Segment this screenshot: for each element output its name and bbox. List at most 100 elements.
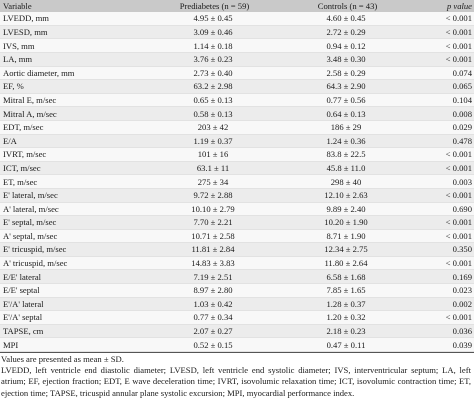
- cell-prediabetes: 8.97 ± 2.80: [148, 283, 278, 298]
- table-row: E'/A' septal 0.77 ± 0.34 1.20 ± 0.32 < 0.00…: [0, 310, 474, 325]
- table-row: MPI 0.52 ± 0.15 0.47 ± 0.11 0.039: [0, 337, 474, 353]
- table-row: E/E' septal 8.97 ± 2.80 7.85 ± 1.65 0.023: [0, 283, 474, 298]
- cell-controls: 6.58 ± 1.68: [278, 269, 414, 285]
- cell-prediabetes: 63.2 ± 2.98: [148, 79, 278, 94]
- cell-p-value: < 0.001: [414, 52, 474, 67]
- cell-p-value: 0.169: [414, 269, 474, 285]
- cell-prediabetes: 203 ± 42: [148, 120, 278, 135]
- cell-controls: 0.94 ± 0.12: [278, 38, 414, 53]
- cell-prediabetes: 3.76 ± 0.23: [148, 52, 278, 67]
- cell-prediabetes: 10.71 ± 2.58: [148, 229, 278, 244]
- cell-variable: LVESD, mm: [0, 25, 148, 40]
- table-row: ICT, m/sec 63.1 ± 11 45.8 ± 11.0 < 0.001: [0, 161, 474, 176]
- cell-variable: E/E' septal: [0, 283, 148, 298]
- cell-variable: E/E' lateral: [0, 269, 148, 285]
- table-row: TAPSE, cm 2.07 ± 0.27 2.18 ± 0.23 0.036: [0, 324, 474, 339]
- table-row: IVS, mm 1.14 ± 0.18 0.94 ± 0.12 < 0.001: [0, 38, 474, 53]
- cell-prediabetes: 10.10 ± 2.79: [148, 202, 278, 217]
- cell-variable: IVS, mm: [0, 38, 148, 53]
- cell-prediabetes: 9.72 ± 2.88: [148, 188, 278, 203]
- cell-variable: Mitral A, m/sec: [0, 106, 148, 121]
- cell-variable: Mitral E, m/sec: [0, 93, 148, 108]
- cell-variable: LA, mm: [0, 52, 148, 67]
- table-row: Aortic diameter, mm 2.73 ± 0.40 2.58 ± 0.2…: [0, 66, 474, 81]
- table-header: Variable Prediabetes (n = 59) Controls (…: [0, 0, 474, 13]
- cell-prediabetes: 275 ± 34: [148, 174, 278, 189]
- cell-variable: Aortic diameter, mm: [0, 66, 148, 81]
- cell-p-value: < 0.001: [414, 25, 474, 40]
- cell-p-value: 0.065: [414, 79, 474, 94]
- cell-p-value: < 0.001: [414, 215, 474, 230]
- cell-variable: IVRT, m/sec: [0, 147, 148, 162]
- cell-controls: 2.18 ± 0.23: [278, 324, 414, 339]
- cell-variable: A' lateral, m/sec: [0, 202, 148, 217]
- header-p-value: p value: [446, 1, 472, 11]
- cell-prediabetes: 7.19 ± 2.51: [148, 269, 278, 285]
- table-row: A' septal, m/sec 10.71 ± 2.58 8.71 ± 1.90 <…: [0, 229, 474, 244]
- cell-prediabetes: 3.09 ± 0.46: [148, 25, 278, 40]
- cell-controls: 298 ± 40: [278, 174, 414, 189]
- cell-controls: 45.8 ± 11.0: [278, 161, 414, 176]
- table-row: E' lateral, m/sec 9.72 ± 2.88 12.10 ± 2.63…: [0, 188, 474, 203]
- cell-controls: 2.72 ± 0.29: [278, 25, 414, 40]
- table-footnotes: Values are presented as mean ± SD. LVEDD…: [0, 352, 474, 399]
- header-row: Variable Prediabetes (n = 59) Controls (…: [0, 0, 474, 13]
- table-row: LVEDD, mm 4.95 ± 0.45 4.60 ± 0.45 < 0.001: [0, 12, 474, 26]
- cell-p-value: 0.023: [414, 283, 474, 298]
- cell-p-value: 0.008: [414, 106, 474, 121]
- cell-variable: MPI: [0, 337, 148, 353]
- cell-controls: 186 ± 29: [278, 120, 414, 135]
- cell-p-value: 0.074: [414, 66, 474, 81]
- table-body: LVEDD, mm 4.95 ± 0.45 4.60 ± 0.45 < 0.001 LV…: [0, 12, 474, 353]
- cell-controls: 9.89 ± 2.40: [278, 202, 414, 217]
- cell-prediabetes: 14.83 ± 3.83: [148, 256, 278, 271]
- table-row: Mitral A, m/sec 0.58 ± 0.13 0.64 ± 0.13 0.0…: [0, 106, 474, 121]
- cell-controls: 7.85 ± 1.65: [278, 283, 414, 298]
- cell-p-value: < 0.001: [414, 310, 474, 325]
- header-controls: Controls (n = 43): [317, 1, 378, 11]
- table-row: EDT, m/sec 203 ± 42 186 ± 29 0.029: [0, 120, 474, 135]
- cell-controls: 10.20 ± 1.90: [278, 215, 414, 230]
- cell-variable: EDT, m/sec: [0, 120, 148, 135]
- cell-prediabetes: 0.52 ± 0.15: [148, 337, 278, 353]
- cell-prediabetes: 0.58 ± 0.13: [148, 106, 278, 121]
- cell-p-value: 0.036: [414, 324, 474, 339]
- cell-p-value: 0.478: [414, 134, 474, 149]
- cell-variable: A' tricuspid, m/sec: [0, 256, 148, 271]
- cell-controls: 11.80 ± 2.64: [278, 256, 414, 271]
- cell-variable: E' tricuspid, m/sec: [0, 242, 148, 257]
- results-table-figure: Variable Prediabetes (n = 59) Controls (…: [0, 0, 474, 399]
- cell-controls: 1.20 ± 0.32: [278, 310, 414, 325]
- cell-prediabetes: 0.77 ± 0.34: [148, 310, 278, 325]
- cell-p-value: 0.350: [414, 242, 474, 257]
- cell-variable: E' septal, m/sec: [0, 215, 148, 230]
- cell-controls: 4.60 ± 0.45: [278, 12, 414, 26]
- cell-p-value: 0.039: [414, 337, 474, 353]
- cell-controls: 83.8 ± 22.5: [278, 147, 414, 162]
- cell-p-value: 0.002: [414, 297, 474, 312]
- cell-variable: ET, m/sec: [0, 174, 148, 189]
- cell-p-value: < 0.001: [414, 229, 474, 244]
- header-variable: Variable: [3, 1, 32, 11]
- cell-controls: 8.71 ± 1.90: [278, 229, 414, 244]
- cell-variable: E' lateral, m/sec: [0, 188, 148, 203]
- cell-controls: 0.64 ± 0.13: [278, 106, 414, 121]
- cell-variable: TAPSE, cm: [0, 324, 148, 339]
- table-row: IVRT, m/sec 101 ± 16 83.8 ± 22.5 < 0.001: [0, 147, 474, 162]
- cell-p-value: < 0.001: [414, 188, 474, 203]
- cell-prediabetes: 2.07 ± 0.27: [148, 324, 278, 339]
- cell-prediabetes: 1.19 ± 0.37: [148, 134, 278, 149]
- cell-p-value: < 0.001: [414, 12, 474, 26]
- cell-p-value: < 0.001: [414, 161, 474, 176]
- cell-p-value: 0.003: [414, 174, 474, 189]
- table-row: E/A 1.19 ± 0.37 1.24 ± 0.36 0.478: [0, 134, 474, 149]
- table-row: A' lateral, m/sec 10.10 ± 2.79 9.89 ± 2.40…: [0, 202, 474, 217]
- cell-variable: A' septal, m/sec: [0, 229, 148, 244]
- cell-controls: 2.58 ± 0.29: [278, 66, 414, 81]
- cell-controls: 64.3 ± 2.90: [278, 79, 414, 94]
- cell-prediabetes: 4.95 ± 0.45: [148, 12, 278, 26]
- cell-variable: E/A: [0, 134, 148, 149]
- cell-controls: 1.24 ± 0.36: [278, 134, 414, 149]
- table-row: E' tricuspid, m/sec 11.81 ± 2.84 12.34 ± 2…: [0, 242, 474, 257]
- cell-controls: 0.47 ± 0.11: [278, 337, 414, 353]
